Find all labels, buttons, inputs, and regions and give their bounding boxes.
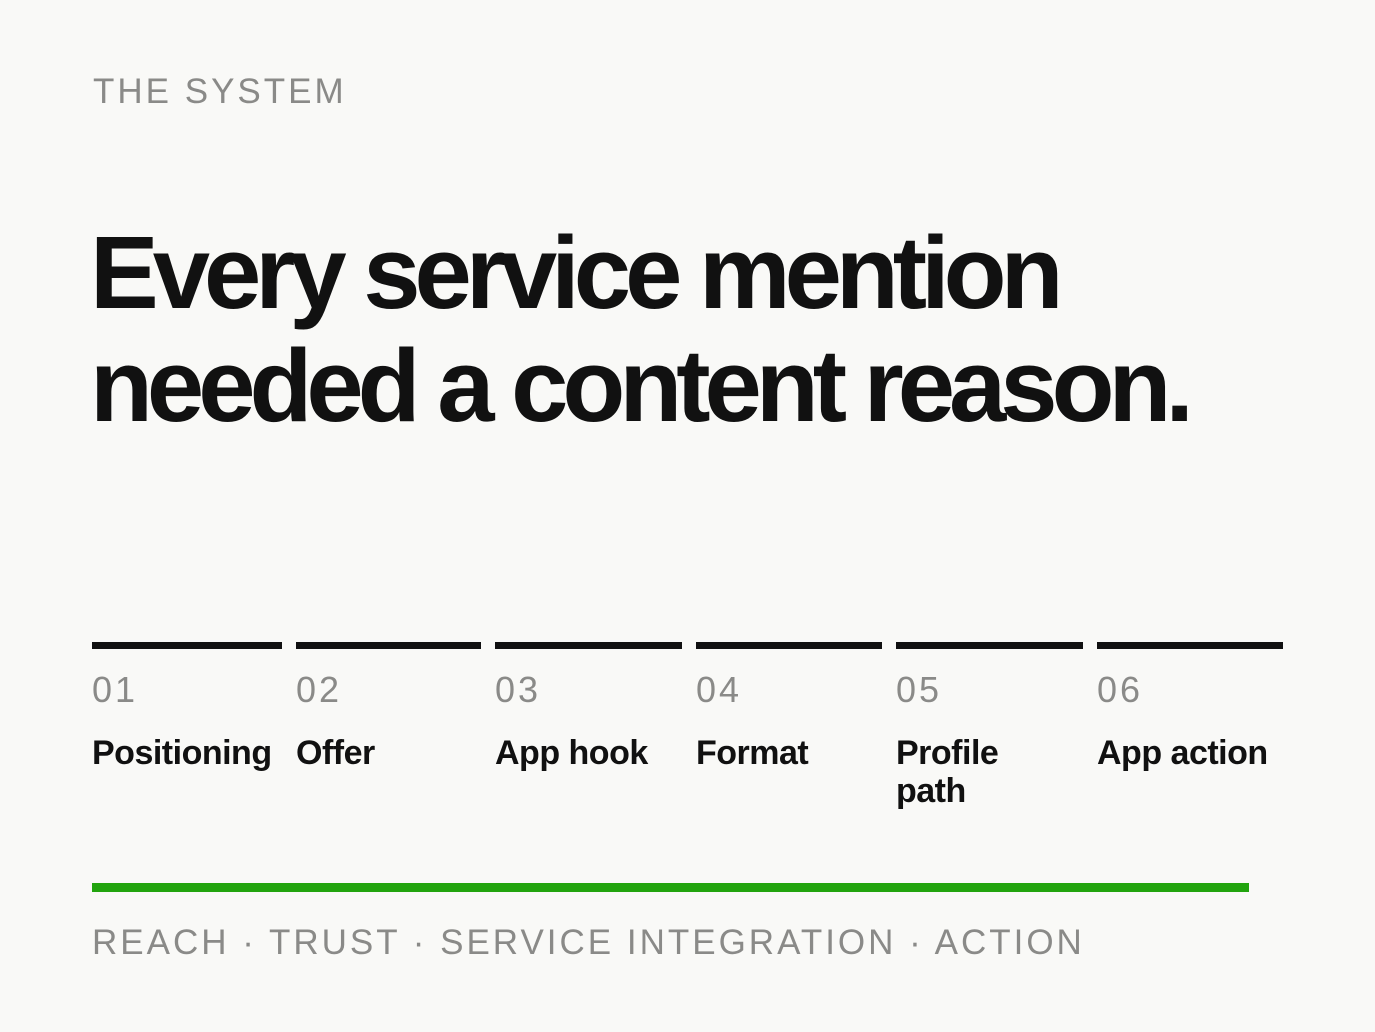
step-bar — [896, 642, 1083, 649]
step-bar — [696, 642, 882, 649]
step-number: 05 — [896, 669, 943, 710]
step-number: 03 — [495, 669, 542, 710]
footer-tagline: REACH · TRUST · SERVICE INTEGRATION · AC… — [92, 923, 1085, 962]
step-6: 06 App action — [1097, 642, 1283, 822]
step-2: 02 Offer — [296, 642, 481, 822]
accent-bar — [92, 883, 1249, 892]
step-number: 06 — [1097, 669, 1144, 710]
step-label: App hook — [495, 734, 648, 772]
eyebrow-label: THE SYSTEM — [93, 72, 347, 111]
step-number: 04 — [696, 669, 743, 710]
headline: Every service mention needed a content r… — [90, 215, 1194, 443]
step-label: App action — [1097, 734, 1268, 772]
step-bar — [495, 642, 682, 649]
step-label: Profile path — [896, 734, 999, 810]
step-label: Positioning — [92, 734, 272, 772]
step-5: 05 Profile path — [896, 642, 1083, 822]
step-number: 02 — [296, 669, 343, 710]
step-bar — [296, 642, 481, 649]
step-bar — [1097, 642, 1283, 649]
step-number: 01 — [92, 669, 139, 710]
step-1: 01 Positioning — [92, 642, 282, 822]
step-bar — [92, 642, 282, 649]
step-4: 04 Format — [696, 642, 882, 822]
step-label: Format — [696, 734, 809, 772]
steps-row: 01 Positioning 02 Offer 03 App hook 04 F… — [92, 642, 1283, 822]
step-3: 03 App hook — [495, 642, 682, 822]
step-label: Offer — [296, 734, 375, 772]
